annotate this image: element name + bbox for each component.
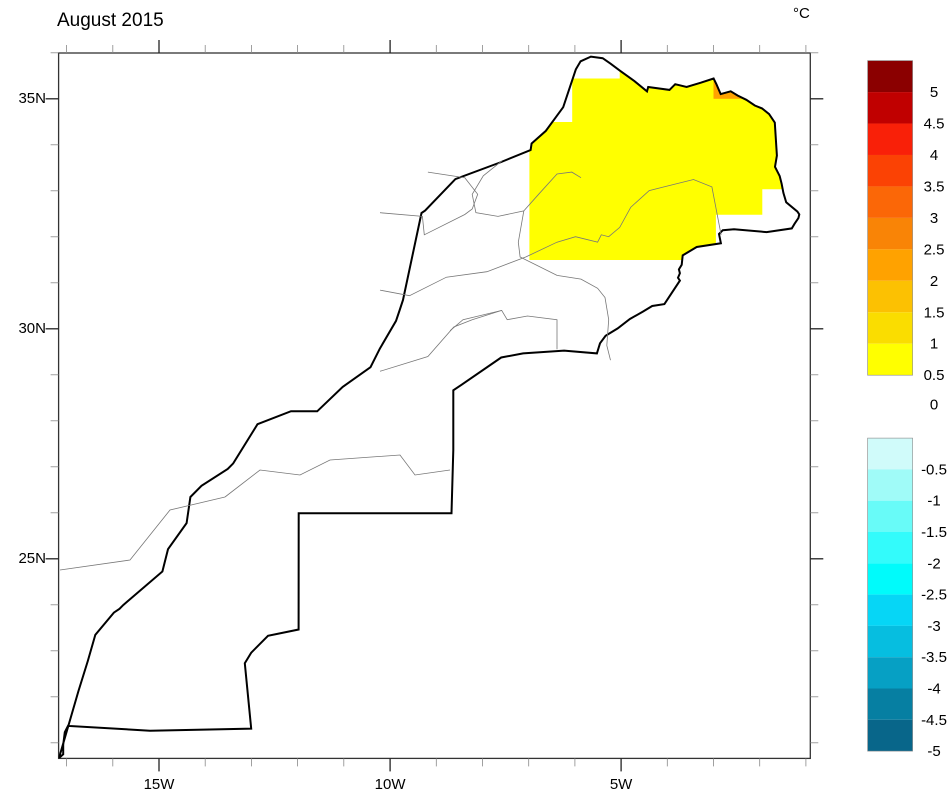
svg-text:2.5: 2.5 [924, 241, 945, 258]
svg-text:5: 5 [930, 84, 938, 101]
svg-text:10W: 10W [375, 776, 407, 793]
svg-text:3.5: 3.5 [924, 178, 945, 195]
svg-text:-5: -5 [927, 743, 940, 760]
svg-text:3: 3 [930, 210, 938, 227]
svg-text:-2: -2 [927, 555, 940, 572]
svg-text:4: 4 [930, 147, 938, 164]
svg-text:0.5: 0.5 [924, 367, 945, 384]
svg-text:August 2015: August 2015 [57, 10, 164, 31]
svg-text:-4: -4 [927, 681, 940, 698]
svg-text:-1.5: -1.5 [921, 524, 947, 541]
svg-text:-3: -3 [927, 618, 940, 635]
svg-text:1.5: 1.5 [924, 304, 945, 321]
svg-text:-0.5: -0.5 [921, 461, 947, 478]
svg-text:2: 2 [930, 273, 938, 290]
svg-text:-1: -1 [927, 493, 940, 510]
svg-text:°C: °C [793, 5, 810, 22]
svg-text:15W: 15W [144, 776, 176, 793]
svg-text:0: 0 [930, 396, 938, 413]
svg-text:4.5: 4.5 [924, 116, 945, 133]
svg-text:25N: 25N [18, 550, 46, 567]
svg-text:1: 1 [930, 336, 938, 353]
svg-text:-3.5: -3.5 [921, 649, 947, 666]
svg-text:5W: 5W [610, 776, 633, 793]
svg-text:-4.5: -4.5 [921, 712, 947, 729]
svg-text:-2.5: -2.5 [921, 587, 947, 604]
svg-text:30N: 30N [18, 320, 46, 337]
svg-text:35N: 35N [18, 90, 46, 107]
